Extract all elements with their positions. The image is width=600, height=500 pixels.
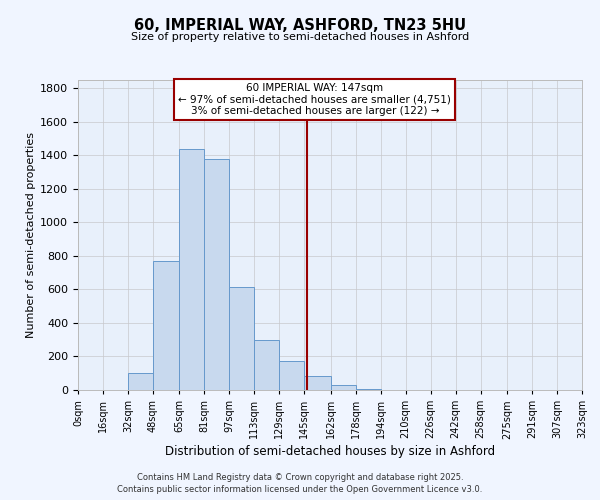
Bar	[179, 148, 205, 390]
Text: 60 IMPERIAL WAY: 147sqm
← 97% of semi-detached houses are smaller (4,751)
3% of : 60 IMPERIAL WAY: 147sqm ← 97% of semi-de…	[178, 83, 451, 116]
X-axis label: Distribution of semi-detached houses by size in Ashford: Distribution of semi-detached houses by …	[165, 446, 495, 458]
Bar	[356, 389, 381, 390]
Bar	[153, 261, 179, 390]
Text: Contains HM Land Registry data © Crown copyright and database right 2025.: Contains HM Land Registry data © Crown c…	[137, 472, 463, 482]
Text: 60, IMPERIAL WAY, ASHFORD, TN23 5HU: 60, IMPERIAL WAY, ASHFORD, TN23 5HU	[134, 18, 466, 32]
Bar	[205, 159, 229, 390]
Text: Contains public sector information licensed under the Open Government Licence v3: Contains public sector information licen…	[118, 485, 482, 494]
Bar	[304, 376, 331, 390]
Bar	[279, 360, 304, 390]
Bar	[254, 340, 279, 390]
Y-axis label: Number of semi-detached properties: Number of semi-detached properties	[26, 132, 36, 338]
Bar	[331, 385, 356, 390]
Bar	[128, 373, 153, 390]
Text: Size of property relative to semi-detached houses in Ashford: Size of property relative to semi-detach…	[131, 32, 469, 42]
Bar	[229, 287, 254, 390]
